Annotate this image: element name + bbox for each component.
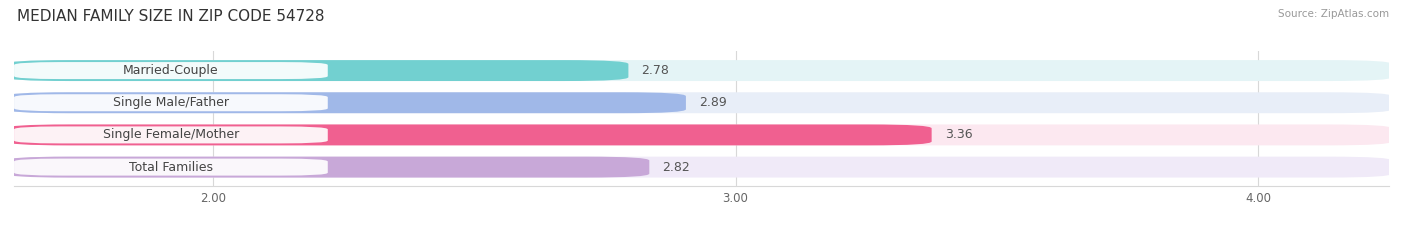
Text: Total Families: Total Families xyxy=(129,161,212,174)
FancyBboxPatch shape xyxy=(6,92,1392,113)
Text: Married-Couple: Married-Couple xyxy=(124,64,219,77)
FancyBboxPatch shape xyxy=(14,94,328,111)
FancyBboxPatch shape xyxy=(6,157,1392,178)
FancyBboxPatch shape xyxy=(14,127,328,144)
Text: 3.36: 3.36 xyxy=(945,128,973,141)
Text: 2.89: 2.89 xyxy=(699,96,727,109)
Text: Single Female/Mother: Single Female/Mother xyxy=(103,128,239,141)
Text: MEDIAN FAMILY SIZE IN ZIP CODE 54728: MEDIAN FAMILY SIZE IN ZIP CODE 54728 xyxy=(17,9,325,24)
FancyBboxPatch shape xyxy=(14,62,328,79)
FancyBboxPatch shape xyxy=(6,92,686,113)
FancyBboxPatch shape xyxy=(14,159,328,176)
Text: 2.78: 2.78 xyxy=(641,64,669,77)
FancyBboxPatch shape xyxy=(6,124,1392,145)
Text: 2.82: 2.82 xyxy=(662,161,690,174)
FancyBboxPatch shape xyxy=(6,124,932,145)
Text: Single Male/Father: Single Male/Father xyxy=(112,96,229,109)
FancyBboxPatch shape xyxy=(6,60,628,81)
FancyBboxPatch shape xyxy=(6,157,650,178)
Text: Source: ZipAtlas.com: Source: ZipAtlas.com xyxy=(1278,9,1389,19)
FancyBboxPatch shape xyxy=(6,60,1392,81)
